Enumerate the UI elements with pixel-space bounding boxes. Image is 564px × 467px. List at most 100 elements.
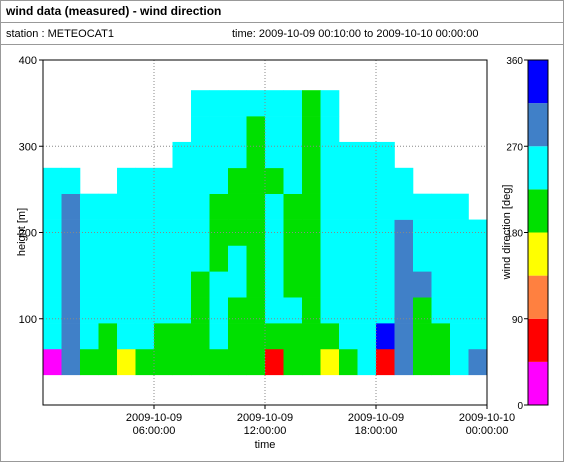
heat-cell [413,271,432,298]
heat-cell [135,167,155,194]
heat-cell [80,323,99,350]
heat-cell [283,193,303,220]
heat-cell [43,193,62,220]
heat-cell [265,348,284,376]
heat-cell [209,219,229,246]
heat-cell [98,219,118,246]
heat-cell [357,167,377,194]
heat-cell [43,297,62,324]
heat-cell [302,297,321,324]
heat-cell [80,348,99,376]
colorbar-tick-label: 270 [506,142,523,153]
heat-cell [431,348,451,376]
heat-cell [135,219,155,246]
heat-cell [357,141,377,169]
heat-cell [394,193,414,220]
heat-cell [191,348,210,376]
heat-cell [209,348,229,376]
heat-cell [154,271,173,298]
heat-cell [357,297,377,324]
x-tick-label: 2009-10-10 [459,412,515,424]
heat-cell [191,245,210,272]
heat-cell [394,297,414,324]
heat-cell [376,271,395,298]
heat-cell [302,116,321,143]
heat-cell [320,90,340,117]
heat-cell [98,193,118,220]
heat-cell [61,271,81,298]
heat-cell [43,245,62,272]
station: station : METEOCAT1 [6,28,114,40]
heat-cell [172,271,192,298]
heat-cell [246,245,266,272]
x-tick-label: 2009-10-09 [237,412,293,424]
x-tick-label: 2009-10-09 [348,412,404,424]
heat-cell [413,219,432,246]
heat-cell [357,193,377,220]
heat-cell [302,167,321,194]
heat-cell [246,90,266,117]
heat-cell [135,297,155,324]
heat-cell [394,348,414,376]
heat-cell [283,90,303,117]
heat-cell [61,323,81,350]
x-tick-label: 06:00:00 [133,425,176,437]
heat-cell [357,348,377,376]
heat-cell [172,297,192,324]
heat-cell [376,167,395,194]
heat-cell [43,323,62,350]
y-tick-label: 100 [19,314,37,326]
colorbar-tick-label: 90 [512,315,524,326]
heat-cell [339,297,358,324]
colorbar-band [528,60,548,104]
heat-cell [302,141,321,169]
heat-cell [339,141,358,169]
heat-cell [43,167,62,194]
heat-cell [283,297,303,324]
heat-cell [468,219,488,246]
heat-cell [376,245,395,272]
heat-cell [320,141,340,169]
heat-cell [98,271,118,298]
heat-cell [413,323,432,350]
y-tick-label: 300 [19,141,37,153]
heat-cell [209,297,229,324]
heat-cell [246,141,266,169]
heat-cell [450,219,469,246]
heat-cell [339,167,358,194]
heat-cell [431,297,451,324]
heat-cell [376,297,395,324]
heat-cell [228,348,247,376]
heat-cell [283,167,303,194]
heat-cell [283,348,303,376]
heat-cell [191,297,210,324]
heat-cell [117,323,136,350]
heat-cell [302,271,321,298]
heat-cell [376,141,395,169]
heat-cell [246,297,266,324]
heat-cell [394,323,414,350]
heat-cell [80,193,99,220]
heat-cell [191,141,210,169]
colorbar-tick-label: 0 [517,401,523,412]
heat-cell [320,323,340,350]
heat-cell [339,219,358,246]
heat-cell [265,297,284,324]
heat-cell [209,271,229,298]
y-axis-label: height [m] [16,208,28,256]
heat-cell [320,245,340,272]
heat-cell [246,323,266,350]
heat-cell [302,245,321,272]
heat-cell [339,323,358,350]
heat-cell [228,90,247,117]
heat-cell [61,348,81,376]
heat-cell [320,219,340,246]
x-tick-label: 18:00:00 [355,425,398,437]
heat-cell [191,90,210,117]
heat-cell [191,167,210,194]
colorbar-band [528,232,548,276]
heat-cell [228,323,247,350]
heat-cell [339,245,358,272]
heat-cell [302,219,321,246]
heat-cell [209,90,229,117]
